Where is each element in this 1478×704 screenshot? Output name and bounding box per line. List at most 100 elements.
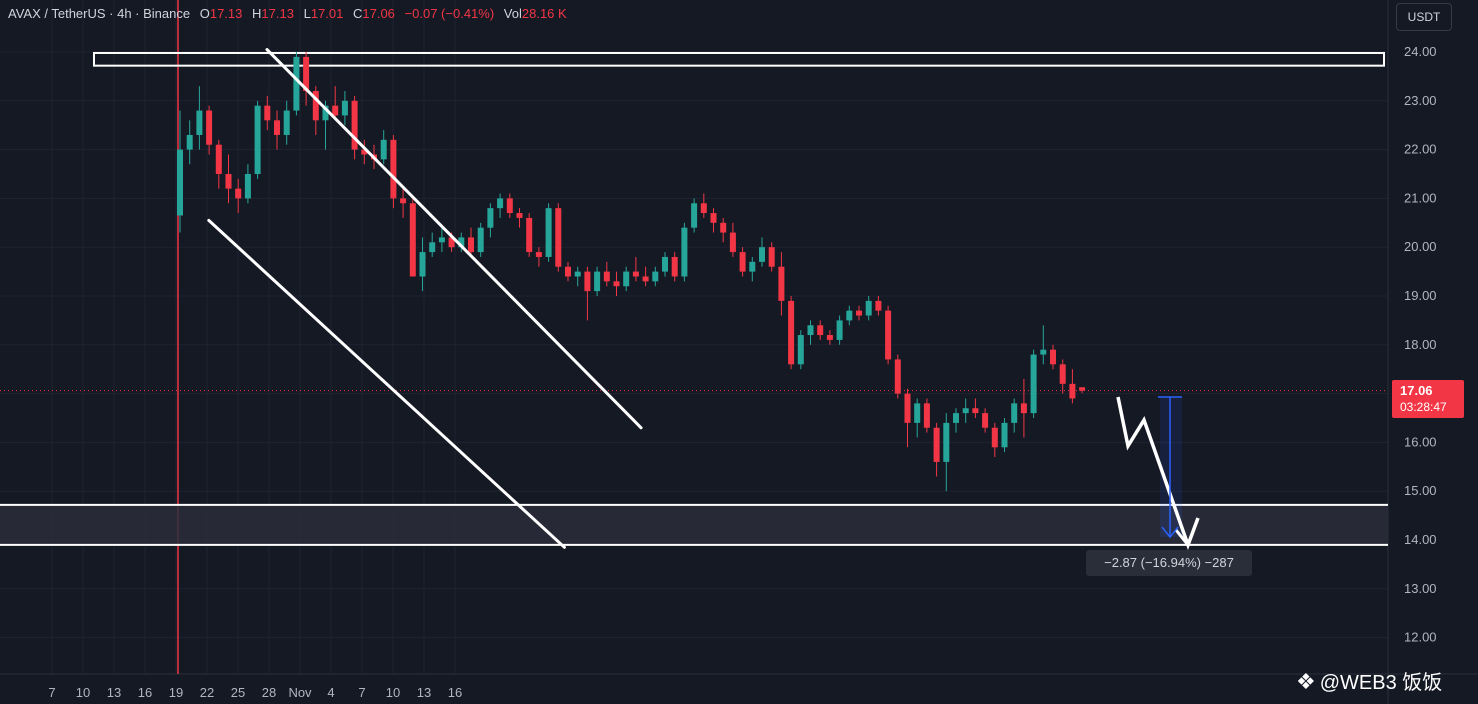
candle-body [846, 310, 853, 321]
projection-arrowhead [1174, 528, 1196, 548]
candle-body [303, 56, 310, 92]
price-tick-label: 15.00 [1404, 483, 1437, 498]
candle-body [982, 413, 989, 428]
high-value: 17.13 [261, 6, 294, 21]
candle-body [1011, 403, 1018, 423]
time-tick-label: Nov [288, 685, 312, 700]
candle-body [244, 174, 251, 199]
candle-body [206, 110, 213, 145]
candle-body [545, 208, 552, 257]
candle-body [448, 237, 455, 248]
time-tick-label: 16 [138, 685, 152, 700]
last-price: 17.06 [1400, 383, 1433, 398]
candle-body [215, 144, 222, 174]
candle-body [904, 393, 911, 423]
candle-body [526, 217, 533, 253]
candle-body [390, 139, 397, 199]
watermark: ❖ @WEB3 饭饭 [1296, 666, 1442, 695]
candle-body [923, 403, 930, 428]
candle-body [836, 320, 843, 340]
candle-body [662, 256, 668, 272]
time-tick-label: 13 [107, 685, 121, 700]
candle-body [1069, 383, 1076, 399]
candle-body [322, 105, 329, 121]
price-axis[interactable]: 24.0023.0022.0021.0020.0019.0018.0017.00… [1404, 44, 1437, 645]
candle-body [409, 203, 416, 277]
candle-body [458, 237, 465, 248]
measure-area [1160, 397, 1182, 538]
change-value: −0.07 (−0.41%) [404, 6, 495, 21]
channel-lower-line [207, 218, 566, 549]
candle-body [691, 203, 698, 228]
candle-body [739, 252, 746, 272]
candle-body [283, 110, 290, 135]
candle-body [894, 359, 901, 394]
candle-body [710, 213, 717, 223]
candle-body [759, 247, 765, 262]
candle-body [332, 105, 339, 116]
volume-value: 28.16 K [521, 6, 567, 21]
candle-body [1020, 403, 1027, 414]
candle-body [196, 110, 203, 135]
time-axis[interactable]: 7 10 13 16 19 22 25 28 Nov 4 7 10 13 16 [48, 685, 462, 700]
low-value: 17.01 [310, 6, 344, 21]
candle-body [632, 271, 639, 277]
candle-body [380, 139, 387, 160]
candle-body [1001, 422, 1008, 448]
candle-body [594, 271, 601, 292]
watermark-text: @WEB3 饭饭 [1319, 672, 1443, 694]
candle-body [613, 281, 620, 287]
candle-body [225, 174, 232, 189]
symbol-legend: AVAX / TetherUS · 4h · Binance O 17.13 H 1… [8, 6, 567, 21]
candle-body [235, 188, 242, 199]
candle-body [351, 100, 358, 150]
price-tick-label: 13.00 [1404, 581, 1437, 596]
price-tick-label: 23.00 [1404, 93, 1437, 108]
candle-body [254, 105, 261, 174]
time-tick-label: 7 [48, 685, 55, 700]
high-label: H [252, 6, 262, 21]
candle-body [642, 276, 649, 282]
time-tick-label: 10 [76, 685, 90, 700]
time-tick-label: 16 [448, 685, 462, 700]
candle-body [749, 261, 756, 272]
candle-body [293, 56, 300, 111]
symbol-title: AVAX / TetherUS · 4h · Binance [8, 6, 191, 21]
currency-button[interactable]: USDT [1396, 3, 1452, 31]
close-label: C [352, 6, 363, 21]
trend-drawings[interactable] [207, 48, 1200, 551]
measure-label[interactable]: −2.87 (−16.94%) −287 [1086, 550, 1252, 576]
support-zone [0, 504, 1388, 545]
candle-body [565, 266, 571, 277]
candle-body [361, 149, 368, 155]
candle-body [274, 120, 280, 135]
price-tick-label: 24.00 [1404, 44, 1437, 59]
candle-body [962, 408, 969, 414]
candle-body [477, 227, 484, 253]
candle-body [264, 105, 271, 121]
candle-body [400, 198, 407, 204]
candle-body [720, 222, 727, 233]
candle-body [943, 422, 950, 462]
candle-body [1030, 354, 1037, 414]
candle-body [865, 300, 872, 316]
candle-body [535, 252, 542, 257]
measure-arrowhead [1161, 526, 1179, 539]
time-tick-label: 22 [200, 685, 214, 700]
binance-diamond-icon: ❖ [1296, 669, 1316, 694]
open-label: O [199, 6, 210, 21]
bar-countdown: 03:28:47 [1400, 400, 1447, 414]
candle-body [177, 149, 183, 216]
candle-body [555, 208, 562, 267]
last-price-tag: 17.06 03:28:47 [1392, 380, 1464, 418]
candle-body [885, 310, 892, 360]
candle-body [652, 271, 659, 282]
candle-body [468, 237, 474, 253]
time-tick-label: 10 [386, 685, 400, 700]
price-tick-label: 19.00 [1404, 288, 1437, 303]
candle-body [700, 203, 707, 214]
time-tick-label: 25 [231, 685, 245, 700]
candle-body [856, 310, 862, 316]
candle-body [807, 325, 814, 336]
